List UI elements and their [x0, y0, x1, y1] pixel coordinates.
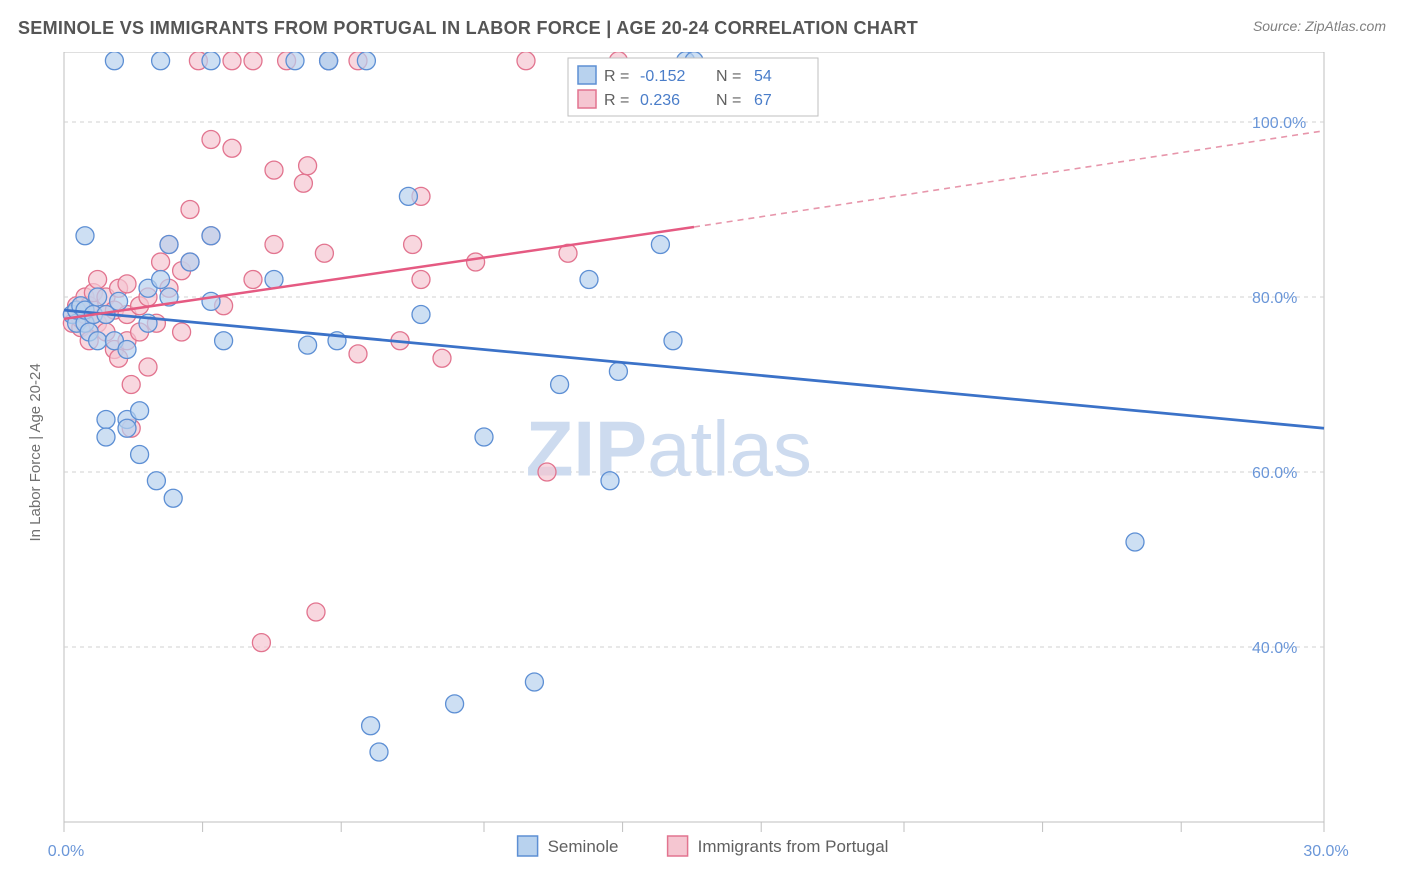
y-tick-label: 100.0% [1252, 115, 1306, 132]
data-point [412, 306, 430, 324]
data-point [362, 717, 380, 735]
chart-title: SEMINOLE VS IMMIGRANTS FROM PORTUGAL IN … [18, 18, 918, 39]
legend-n-label: N = [716, 92, 741, 109]
scatter-chart: 40.0% 60.0% 80.0% 100.0% 0.0% 30.0% In Labor F… [18, 52, 1386, 872]
data-point [551, 376, 569, 394]
data-point [173, 323, 191, 341]
data-point [110, 292, 128, 310]
data-point [97, 428, 115, 446]
data-point [307, 603, 325, 621]
data-point [538, 463, 556, 481]
data-point [215, 332, 233, 350]
chart-source: Source: ZipAtlas.com [1253, 18, 1386, 34]
data-point [315, 244, 333, 262]
data-point [131, 446, 149, 464]
legend-r-value-portugal: 0.236 [640, 92, 680, 109]
data-point [118, 419, 136, 437]
data-point [152, 52, 170, 70]
data-point [299, 336, 317, 354]
data-point [89, 288, 107, 306]
data-point [89, 332, 107, 350]
data-point [525, 673, 543, 691]
data-point [89, 271, 107, 289]
legend-n-label: N = [716, 68, 741, 85]
data-point [139, 358, 157, 376]
data-point [412, 271, 430, 289]
data-point [252, 634, 270, 652]
data-point [299, 157, 317, 175]
bottom-legend-label-seminole: Seminole [548, 837, 619, 856]
data-point [320, 52, 338, 70]
data-point [265, 271, 283, 289]
x-tick-label: 0.0% [48, 843, 84, 860]
data-point [286, 52, 304, 70]
bottom-legend-swatch-seminole [518, 836, 538, 856]
x-tick-label: 30.0% [1303, 843, 1348, 860]
data-point [202, 292, 220, 310]
data-point [223, 139, 241, 157]
data-point [181, 201, 199, 219]
y-tick-label: 80.0% [1252, 290, 1297, 307]
data-point [651, 236, 669, 254]
data-point [181, 253, 199, 271]
data-point [118, 275, 136, 293]
legend-r-label: R = [604, 68, 629, 85]
data-point [118, 341, 136, 359]
bottom-legend-swatch-portugal [668, 836, 688, 856]
y-tick-label: 60.0% [1252, 465, 1297, 482]
data-point [446, 695, 464, 713]
y-tick-label: 40.0% [1252, 640, 1297, 657]
data-point [349, 345, 367, 363]
data-point [105, 52, 123, 70]
data-point [357, 52, 375, 70]
data-point [152, 253, 170, 271]
data-point [433, 349, 451, 367]
data-point [664, 332, 682, 350]
data-point [97, 411, 115, 429]
data-point [202, 227, 220, 245]
data-point [601, 472, 619, 490]
data-point [76, 227, 94, 245]
data-point [370, 743, 388, 761]
data-point [404, 236, 422, 254]
data-point [131, 402, 149, 420]
legend-n-value-seminole: 54 [754, 68, 772, 85]
data-point [122, 376, 140, 394]
watermark: ZIPatlas [526, 405, 812, 493]
data-point [152, 271, 170, 289]
legend-n-value-portugal: 67 [754, 92, 772, 109]
data-point [147, 472, 165, 490]
data-point [399, 187, 417, 205]
data-point [202, 131, 220, 149]
data-point [164, 489, 182, 507]
data-point [517, 52, 535, 70]
data-point [202, 52, 220, 70]
data-point [467, 253, 485, 271]
legend-swatch-portugal [578, 90, 596, 108]
legend-r-label: R = [604, 92, 629, 109]
bottom-legend-label-portugal: Immigrants from Portugal [698, 837, 889, 856]
legend-swatch-seminole [578, 66, 596, 84]
data-point [244, 271, 262, 289]
data-point [294, 174, 312, 192]
chart-container: 40.0% 60.0% 80.0% 100.0% 0.0% 30.0% In Labor F… [18, 52, 1386, 872]
data-point [265, 161, 283, 179]
data-point [244, 52, 262, 70]
trend-line-portugal-extrapolated [694, 131, 1324, 227]
data-point [223, 52, 241, 70]
data-point [475, 428, 493, 446]
data-point [160, 236, 178, 254]
data-point [580, 271, 598, 289]
legend-r-value-seminole: -0.152 [640, 68, 685, 85]
data-point [609, 362, 627, 380]
data-point [265, 236, 283, 254]
data-point [1126, 533, 1144, 551]
y-axis-title: In Labor Force | Age 20-24 [27, 363, 44, 541]
